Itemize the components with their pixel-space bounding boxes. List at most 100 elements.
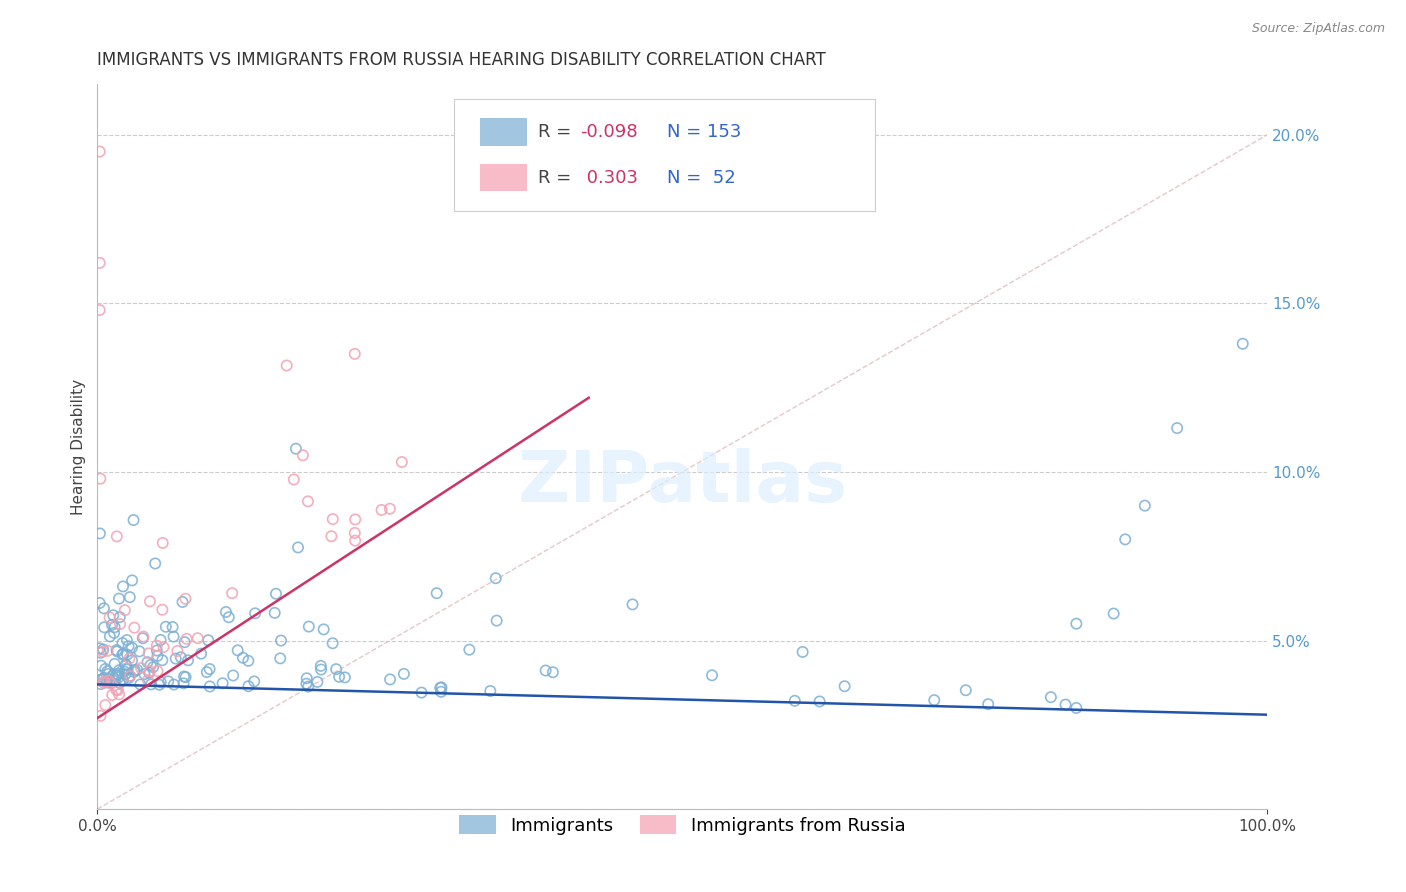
Point [117,648,139,662]
Point [118,590,141,604]
Point [309,659,332,673]
Point [120,669,142,683]
Point [98,629,121,643]
Point [89,596,111,610]
Point [104,673,127,688]
Point [129,677,152,691]
Point [198,662,221,676]
Point [104,657,127,671]
Point [1066,701,1088,715]
Point [177,653,200,667]
Point [129,661,152,675]
Point [195,665,218,679]
Point [90,672,112,686]
Point [98,675,121,690]
Point [783,694,806,708]
Point [298,619,321,633]
Point [111,673,134,687]
Point [136,655,159,669]
Point [378,501,401,516]
Point [94,662,117,676]
Point [150,653,173,667]
Text: -0.098: -0.098 [581,123,638,141]
Point [101,669,124,683]
Point [198,680,221,694]
Point [534,664,557,678]
Point [322,636,344,650]
Point [162,630,184,644]
Point [322,512,344,526]
Point [118,669,141,683]
Point [426,586,449,600]
Point [1114,533,1136,547]
Point [96,675,118,690]
Point [295,671,318,685]
Point [107,683,129,698]
Point [174,591,197,606]
Point [172,595,194,609]
Point [90,709,112,723]
Point [149,675,172,690]
Point [411,685,433,699]
Point [977,697,1000,711]
Point [132,632,155,646]
Point [107,670,129,684]
Point [139,677,162,691]
Point [97,667,120,681]
Point [100,676,122,690]
Point [122,513,145,527]
Text: R =: R = [538,169,583,187]
Point [93,676,115,690]
Point [1066,616,1088,631]
Point [97,672,120,686]
Point [541,665,564,680]
Point [270,633,292,648]
Point [176,632,198,646]
Point [89,526,111,541]
Point [429,681,451,695]
Point [105,668,128,682]
Point [165,651,187,665]
Point [115,658,138,673]
Point [108,610,131,624]
Point [458,642,481,657]
Point [190,647,212,661]
Point [90,677,112,691]
Point [128,644,150,658]
Point [101,618,124,632]
Point [343,525,366,540]
Point [117,639,139,653]
Point [104,620,127,634]
Point [91,642,114,657]
Point [150,603,173,617]
Point [89,673,111,688]
Point [312,623,335,637]
Point [243,674,266,689]
Point [146,639,169,653]
Point [297,680,319,694]
Point [226,643,249,657]
Point [118,671,141,685]
Point [94,698,117,712]
Point [309,663,332,677]
Point [91,645,114,659]
Point [211,676,233,690]
Point [105,643,128,657]
Point [142,660,165,674]
Point [1054,698,1077,712]
Point [114,667,136,681]
Point [1102,607,1125,621]
Point [173,669,195,683]
Point [197,633,219,648]
Point [89,472,111,486]
Point [173,676,195,690]
Point [139,658,162,673]
Point [108,617,131,632]
Point [163,677,186,691]
Point [173,635,195,649]
Point [325,662,347,676]
Point [146,664,169,678]
Text: Source: ZipAtlas.com: Source: ZipAtlas.com [1251,22,1385,36]
Point [89,641,111,656]
Point [287,541,309,555]
